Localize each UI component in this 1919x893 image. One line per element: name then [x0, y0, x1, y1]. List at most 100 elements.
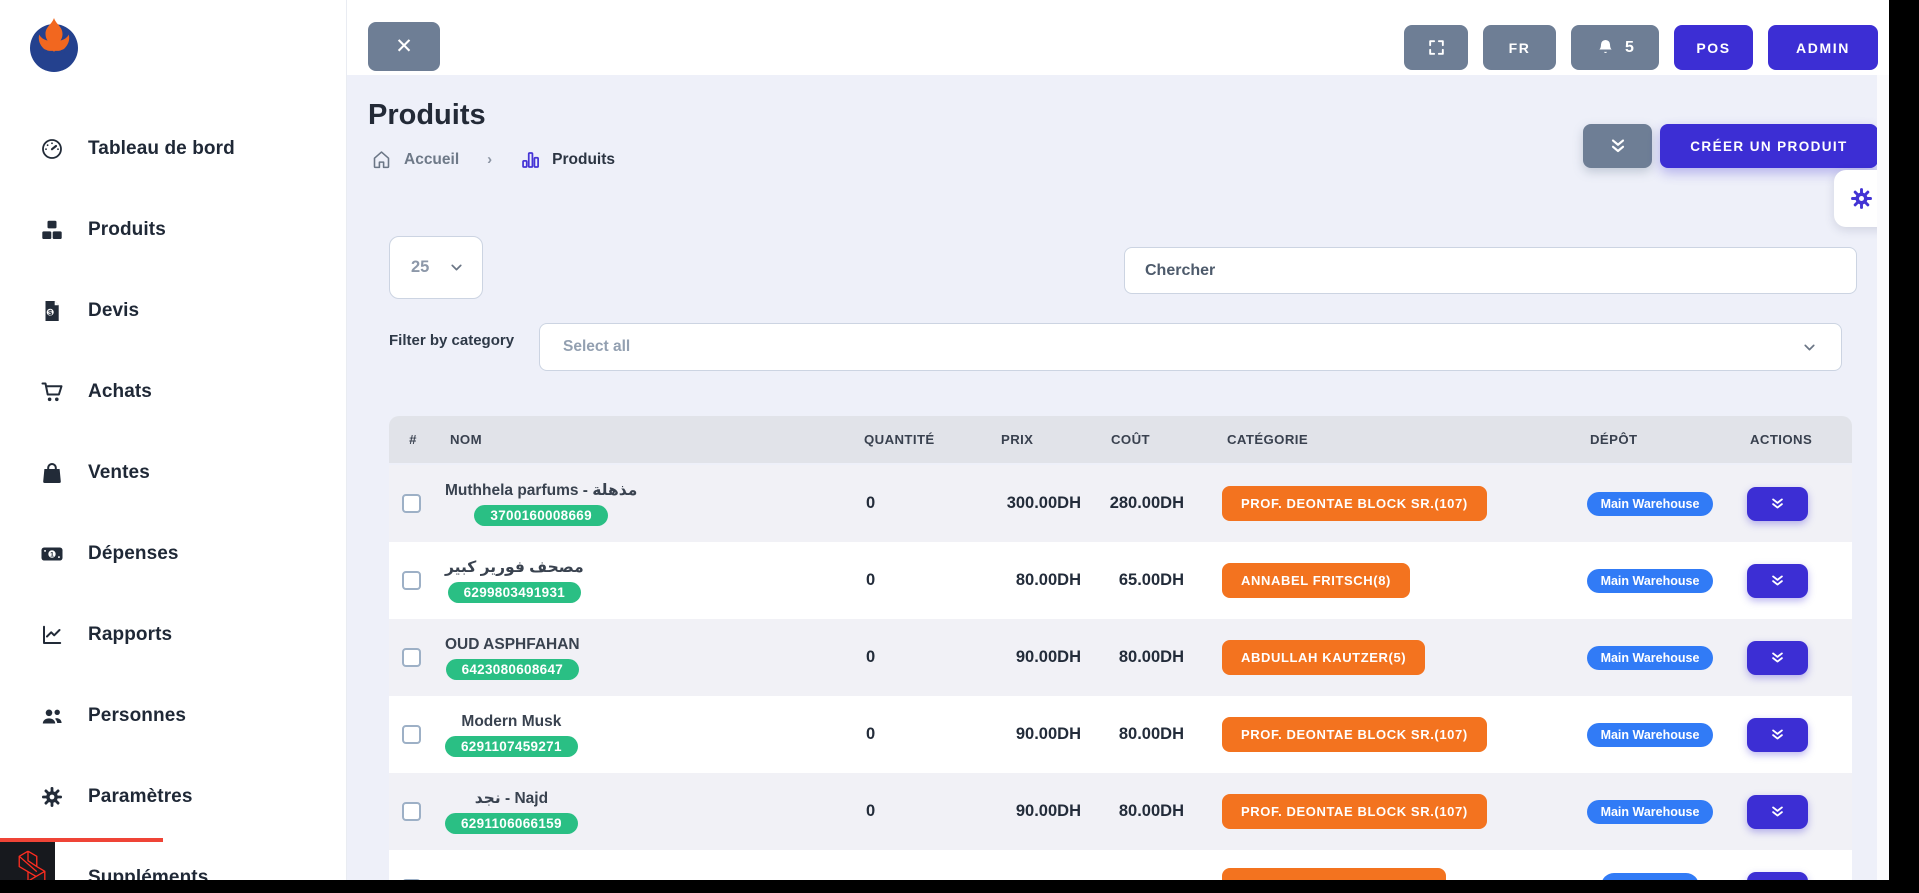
- sidebar-item-settings[interactable]: Paramètres: [0, 756, 346, 837]
- category-badge[interactable]: ABDULLAH KAUTZER(5): [1222, 640, 1426, 675]
- cell-quantity: 0: [866, 648, 876, 666]
- product-name-group: OUD ASPHFAHAN 6423080608647: [445, 636, 580, 680]
- bell-icon: [1596, 38, 1615, 57]
- cell-quantity: 0: [866, 494, 876, 512]
- cell-category: PROF. DEONTAE BLOCK SR.(107): [1210, 717, 1580, 752]
- chevron-down-icon: [448, 259, 465, 276]
- product-name-group: Modern Musk 6291107459271: [445, 713, 578, 757]
- sidebar-item-label: Paramètres: [88, 785, 193, 807]
- row-actions-button[interactable]: [1747, 794, 1808, 829]
- cell-actions: [1720, 794, 1852, 829]
- users-icon: [40, 704, 64, 728]
- language-button[interactable]: FR: [1483, 25, 1556, 70]
- home-icon[interactable]: [371, 149, 392, 170]
- double-chevron-down-icon: [1770, 650, 1785, 665]
- cell-actions: [1720, 717, 1852, 752]
- double-chevron-down-icon: [1770, 573, 1785, 588]
- category-badge[interactable]: PROF. DEONTAE BLOCK SR.(107): [1222, 794, 1487, 829]
- page-size-value: 25: [411, 258, 430, 276]
- cell-warehouse: Main Warehouse: [1580, 799, 1720, 824]
- sidebar-item-dashboard[interactable]: Tableau de bord: [0, 108, 346, 189]
- sidebar-item-label: Achats: [88, 380, 152, 402]
- boxes-icon: [40, 218, 64, 242]
- barcode-badge: 3700160008669: [474, 505, 608, 526]
- product-name-group: نجد - Najd 6291106066159: [445, 789, 578, 834]
- sidebar-item-expenses[interactable]: 1 Dépenses: [0, 513, 346, 594]
- cell-cost: 80.00DH: [1118, 802, 1184, 820]
- sidebar-item-purchases[interactable]: Achats: [0, 351, 346, 432]
- column-header-3[interactable]: PRIX: [1001, 432, 1034, 447]
- product-name: مصحف فورير كبير: [445, 559, 584, 576]
- breadcrumb-home[interactable]: Accueil: [404, 150, 460, 168]
- sidebar-item-reports[interactable]: Rapports: [0, 594, 346, 675]
- sidebar-item-products[interactable]: Produits: [0, 189, 346, 270]
- row-checkbox[interactable]: [402, 571, 421, 590]
- invoice-icon: $: [40, 299, 64, 323]
- row-checkbox[interactable]: [402, 648, 421, 667]
- notifications-count: 5: [1625, 38, 1634, 56]
- barcode-badge: 6299803491931: [447, 582, 582, 603]
- collapse-header-button[interactable]: [1583, 124, 1652, 168]
- app-logo[interactable]: [24, 14, 84, 74]
- row-actions-button[interactable]: [1747, 717, 1808, 752]
- admin-button[interactable]: ADMIN: [1768, 25, 1878, 70]
- page-title: Produits: [368, 99, 486, 131]
- column-header-1[interactable]: NOM: [450, 432, 482, 447]
- cell-select: [389, 494, 437, 513]
- svg-text:$: $: [48, 307, 53, 316]
- notifications-button[interactable]: 5: [1571, 25, 1659, 70]
- column-header-2[interactable]: QUANTITÉ: [864, 432, 935, 447]
- pos-button[interactable]: POS: [1674, 25, 1753, 70]
- column-header-5[interactable]: CATÉGORIE: [1227, 432, 1309, 447]
- breadcrumb: Accueil › Produits: [371, 149, 615, 170]
- category-badge[interactable]: ANNABEL FRITSCH(8): [1222, 563, 1410, 598]
- row-actions-button[interactable]: [1747, 640, 1808, 675]
- row-actions-button[interactable]: [1747, 563, 1808, 598]
- sidebar-menu: Tableau de bord Produits $ Devis Achats Vente…: [0, 108, 346, 893]
- chart-icon: [40, 623, 64, 647]
- product-name: OUD ASPHFAHAN: [445, 635, 580, 653]
- main-content: Produits Accueil › Produits CRÉER UN PRO…: [347, 75, 1889, 893]
- cell-price: 80.00DH: [1015, 571, 1081, 589]
- close-button[interactable]: ✕: [368, 22, 440, 71]
- page-size-select[interactable]: 25: [389, 236, 483, 299]
- table-header: # NOM QUANTITÉ PRIX COÛT CATÉGORIE DÉPÔT ACTION…: [389, 416, 1852, 463]
- barcode-badge: 6423080608647: [445, 658, 580, 680]
- column-header-7[interactable]: ACTIONS: [1750, 432, 1813, 447]
- column-header-4[interactable]: COÛT: [1111, 432, 1150, 447]
- row-checkbox[interactable]: [402, 494, 421, 513]
- laravel-debugbar[interactable]: [0, 880, 1919, 893]
- sidebar-item-quotations[interactable]: $ Devis: [0, 270, 346, 351]
- column-header-0[interactable]: #: [409, 432, 417, 447]
- category-filter-select[interactable]: Select all: [539, 323, 1842, 371]
- warehouse-badge: Main Warehouse: [1586, 645, 1714, 670]
- admin-label: ADMIN: [1796, 39, 1850, 56]
- cell-select: [389, 571, 437, 590]
- row-checkbox[interactable]: [402, 802, 421, 821]
- cell-cost: 80.00DH: [1118, 648, 1184, 666]
- debugbar-accent-line: [0, 838, 163, 842]
- search-input[interactable]: [1124, 247, 1857, 294]
- warehouse-badge: Main Warehouse: [1586, 491, 1714, 516]
- sidebar-item-people[interactable]: Personnes: [0, 675, 346, 756]
- sidebar-item-label: Tableau de bord: [88, 137, 235, 159]
- cell-category: PROF. DEONTAE BLOCK SR.(107): [1210, 794, 1580, 829]
- cell-actions: [1720, 640, 1852, 675]
- row-checkbox[interactable]: [402, 725, 421, 744]
- sidebar-item-sales[interactable]: Ventes: [0, 432, 346, 513]
- double-chevron-down-icon: [1770, 496, 1785, 511]
- cell-name: Modern Musk 6291107459271: [437, 713, 864, 757]
- cell-category: PROF. DEONTAE BLOCK SR.(107): [1210, 486, 1580, 521]
- cell-cost: 65.00DH: [1118, 571, 1184, 589]
- column-header-6[interactable]: DÉPÔT: [1590, 432, 1638, 447]
- category-badge[interactable]: PROF. DEONTAE BLOCK SR.(107): [1222, 486, 1487, 521]
- cell-category: ABDULLAH KAUTZER(5): [1210, 640, 1580, 675]
- scrollbar-track[interactable]: [1877, 75, 1889, 880]
- fullscreen-button[interactable]: [1404, 25, 1468, 70]
- double-chevron-down-icon: [1770, 804, 1785, 819]
- create-product-button[interactable]: CRÉER UN PRODUIT: [1660, 124, 1878, 168]
- row-actions-button[interactable]: [1747, 486, 1808, 521]
- breadcrumb-current: Produits: [552, 150, 616, 168]
- category-badge[interactable]: PROF. DEONTAE BLOCK SR.(107): [1222, 717, 1487, 752]
- cell-price: 90.00DH: [1015, 802, 1081, 820]
